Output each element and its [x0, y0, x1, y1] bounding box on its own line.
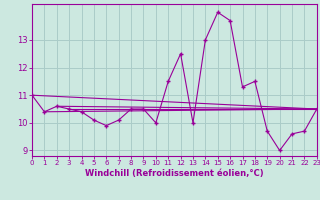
- X-axis label: Windchill (Refroidissement éolien,°C): Windchill (Refroidissement éolien,°C): [85, 169, 264, 178]
